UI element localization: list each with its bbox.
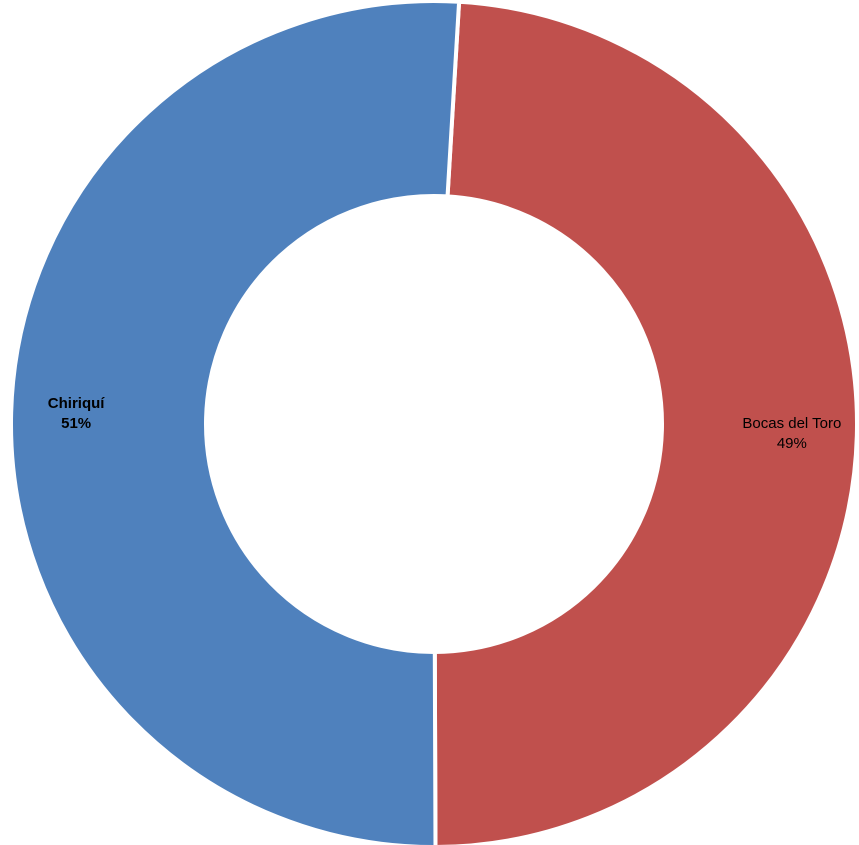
slice-category-text: Chiriquí: [48, 395, 105, 412]
slice-bocas-del-toro: [432, 0, 859, 845]
slice-chiriqu-: [9, 0, 462, 845]
slice-label-bocas-del-toro: Bocas del Toro 49%: [742, 415, 841, 452]
donut-slices: [9, 0, 859, 845]
slice-category-text: Bocas del Toro: [742, 415, 841, 432]
slice-labels: Bocas del Toro 49% Chiriquí 51%: [48, 395, 842, 452]
slice-percent-text: 51%: [61, 415, 91, 432]
slice-label-chiriqu-: Chiriquí 51%: [48, 395, 105, 432]
slice-percent-text: 49%: [777, 435, 807, 452]
